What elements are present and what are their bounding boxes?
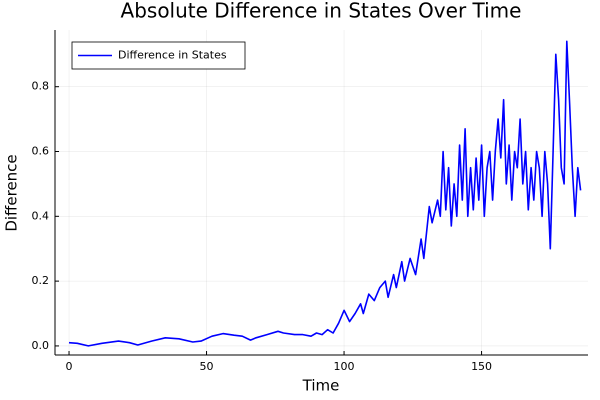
x-tick-label: 100 (334, 360, 355, 373)
legend-label: Difference in States (118, 49, 227, 62)
y-tick-label: 0.0 (32, 339, 50, 352)
x-tick-label: 50 (200, 360, 214, 373)
x-tick-label: 150 (471, 360, 492, 373)
y-tick-label: 0.4 (32, 209, 50, 222)
y-tick-label: 0.2 (32, 274, 50, 287)
y-tick-label: 0.6 (32, 145, 50, 158)
chart-title: Absolute Difference in States Over Time (121, 0, 522, 23)
x-axis-label: Time (302, 377, 340, 395)
y-tick-label: 0.8 (32, 80, 50, 93)
y-axis-label: Difference (3, 154, 21, 231)
line-series (68, 40, 582, 347)
x-tick-label: 0 (66, 360, 73, 373)
